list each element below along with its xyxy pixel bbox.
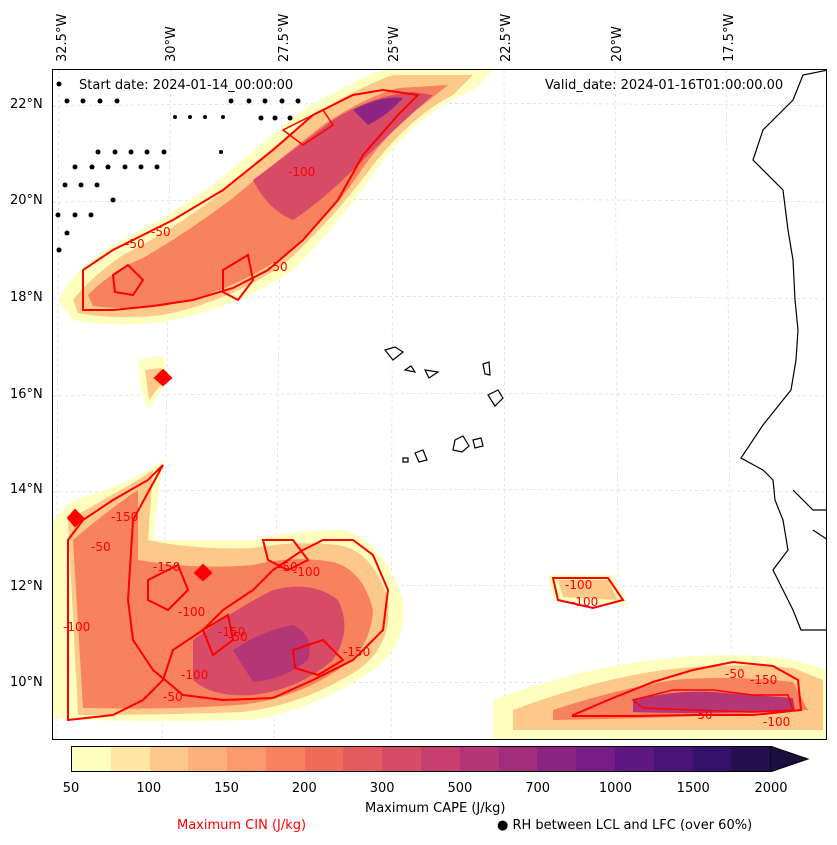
lon-label-32-5w: 32.5°W <box>55 13 70 62</box>
cin-contour-label: -50 <box>125 237 145 251</box>
cin-contour-label: -50 <box>268 260 288 274</box>
colorbar-segment <box>188 747 228 771</box>
valid-date-label: Valid_date: 2024-01-16T01:00:00.00 <box>545 78 784 93</box>
colorbar-label: Maximum CAPE (J/kg) <box>365 801 506 816</box>
colorbar-segment <box>343 747 383 771</box>
colorbar-segment <box>304 747 344 771</box>
colorbar-tick-label: 100 <box>136 781 162 796</box>
cin-contour-label: -100 <box>288 165 316 179</box>
colorbar-tick-label: 50 <box>62 781 80 796</box>
colorbar-segment <box>382 747 422 771</box>
coastline <box>383 70 826 631</box>
colorbar-segment <box>537 747 577 771</box>
cin-contour-label: -100 <box>181 668 209 682</box>
colorbar-segment <box>149 747 189 771</box>
colorbar-segment <box>459 747 499 771</box>
colorbar-segment <box>653 747 693 771</box>
cin-contours <box>66 88 803 722</box>
start-date-label: Start date: 2024-01-14_00:00:00 <box>79 78 294 93</box>
cin-contour-label: -150 <box>153 560 181 574</box>
cin-contour-label: -150 <box>218 625 246 639</box>
lat-label-16n: 16°N <box>10 387 43 402</box>
cape-region-southwest <box>53 355 404 721</box>
cin-contour-label: -100 <box>63 620 91 634</box>
lat-label-12n: 12°N <box>10 579 43 594</box>
colorbar-tick-label: 700 <box>525 781 551 796</box>
cin-contour-label: -50 <box>163 690 183 704</box>
colorbar-segment <box>72 747 111 771</box>
cin-contour-label: -100 <box>293 565 321 579</box>
lon-label-20w: 20°W <box>610 26 625 62</box>
lat-label-14n: 14°N <box>10 482 43 497</box>
cin-contour-label: -100 <box>565 578 593 592</box>
lat-label-10n: 10°N <box>10 675 43 690</box>
colorbar-tick-label: 2000 <box>754 781 788 796</box>
cin-legend-label: Maximum CIN (J/kg) <box>177 818 307 833</box>
cin-contour-label: -150 <box>111 510 139 524</box>
cin-contour-label: -150 <box>750 673 778 687</box>
cin-contour-label: -100 <box>763 715 791 729</box>
lon-label-30w: 30°W <box>164 26 179 62</box>
rh-legend-label: ● RH between LCL and LFC (over 60%) <box>497 818 753 833</box>
colorbar-segment <box>498 747 538 771</box>
colorbar-tick-label: 150 <box>214 781 239 796</box>
lat-label-18n: 18°N <box>10 290 43 305</box>
cape-region-north <box>58 70 493 325</box>
colorbar-tick-label: 1500 <box>676 781 710 796</box>
map-panel: Start date: 2024-01-14_00:00:00 Valid_da… <box>52 69 827 740</box>
lat-label-20n: 20°N <box>10 193 43 208</box>
colorbar-extension-arrow <box>770 746 810 772</box>
colorbar-segment <box>421 747 460 771</box>
colorbar-segment <box>692 747 732 771</box>
colorbar-tick-label: 1000 <box>598 781 632 796</box>
lon-label-27-5w: 27.5°W <box>277 13 292 62</box>
lon-label-17-5w: 17.5°W <box>722 13 737 62</box>
colorbar-segment <box>614 747 654 771</box>
cin-contour-label: -50 <box>278 560 298 574</box>
colorbar-tick-label: 300 <box>369 781 395 796</box>
colorbar-segment <box>110 747 150 771</box>
colorbar-segment <box>731 747 771 771</box>
colorbar-segment <box>265 747 305 771</box>
cape-region-southeast <box>493 575 826 739</box>
lon-label-25w: 25°W <box>387 26 402 62</box>
cin-contour-label: -100 <box>178 605 206 619</box>
cin-contour-label: -50 <box>725 667 745 681</box>
cin-contour-label: -50 <box>151 225 171 239</box>
colorbar-segment <box>576 747 615 771</box>
colorbar-tick-label: 200 <box>291 781 317 796</box>
rh-dots-north <box>55 81 301 253</box>
cin-contour-label: -100 <box>571 595 599 609</box>
cin-contour-label: -150 <box>343 645 371 659</box>
colorbar-tick-label: 500 <box>447 781 473 796</box>
cin-contour-label: -50 <box>228 630 248 644</box>
lon-label-22-5w: 22.5°W <box>499 13 514 62</box>
cin-contour-label: -50 <box>91 540 111 554</box>
colorbar-segment <box>227 747 266 771</box>
cape-colorbar <box>71 746 771 772</box>
cin-contour-label: -50 <box>693 708 713 722</box>
lat-label-22n: 22°N <box>10 97 43 112</box>
